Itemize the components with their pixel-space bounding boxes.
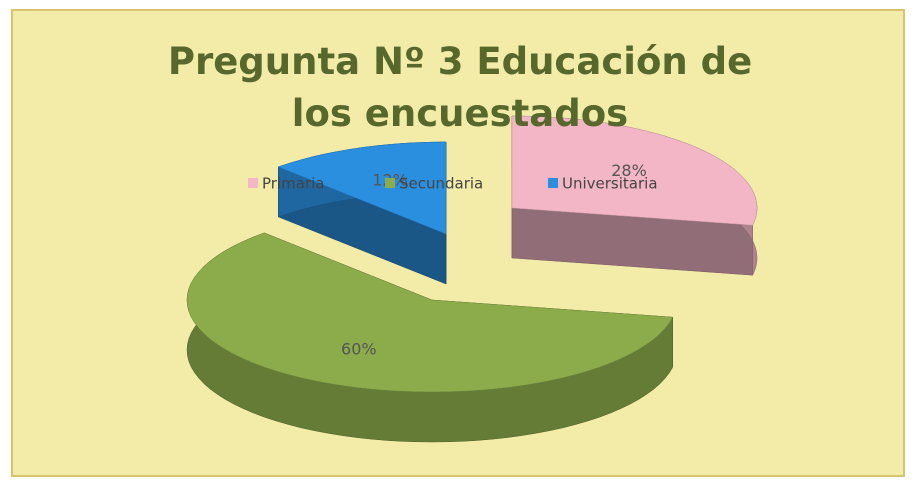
- chart-title: Pregunta Nº 3 Educación de los encuestad…: [167, 40, 753, 135]
- data-label: 60%: [341, 339, 377, 358]
- slice: [511, 115, 758, 226]
- legend-swatch: [385, 178, 395, 188]
- legend-label: Secundaria: [399, 175, 483, 193]
- legend-label: Universitaria: [562, 175, 658, 193]
- legend-swatch: [548, 178, 558, 188]
- data-label: 28%: [611, 161, 647, 180]
- legend-swatch: [248, 178, 258, 188]
- slice: [277, 141, 447, 235]
- slice: [186, 232, 674, 393]
- legend-label: Primaria: [262, 175, 324, 193]
